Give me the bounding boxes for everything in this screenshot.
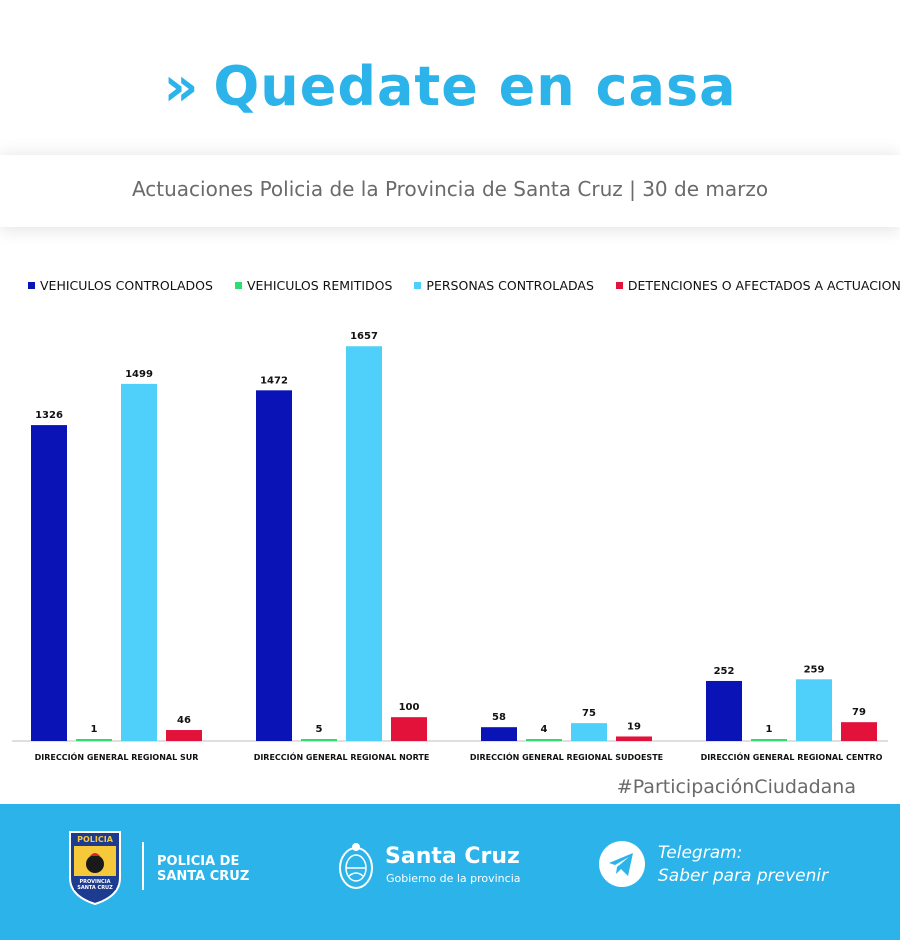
data-label: 100 [399,702,420,713]
bar [76,739,112,741]
legend-item: VEHICULOS CONTROLADOS [28,276,213,294]
police-name-line1: POLICIA DE [157,854,240,869]
telegram-icon[interactable] [599,841,645,887]
bar [166,730,202,741]
category-label: DIRECCIÓN GENERAL REGIONAL CENTRO [701,751,883,762]
legend-swatch [234,281,242,289]
legend-item: VEHICULOS REMITIDOS [234,276,393,294]
category-label: DIRECCIÓN GENERAL REGIONAL SUDOESTE [470,751,663,762]
title-text: Quedate en casa [213,55,737,118]
category-label: DIRECCIÓN GENERAL REGIONAL NORTE [254,751,430,762]
chart-subtitle: Actuaciones Policia de la Provincia de S… [131,177,769,201]
subtitle-band: Actuaciones Policia de la Provincia de S… [0,155,900,227]
data-label: 58 [492,712,506,723]
data-label: 1657 [350,331,378,342]
bar [391,717,427,741]
data-label: 19 [627,721,641,732]
bar [301,739,337,741]
legend-label: VEHICULOS REMITIDOS [246,277,393,293]
legend-label: VEHICULOS CONTROLADOS [40,277,213,293]
chevron-right-icon: » [163,55,200,118]
hero-header: » Quedate en casa [0,0,900,160]
data-label: 79 [852,707,866,718]
data-label: 1 [91,724,98,735]
government-subtitle: Gobierno de la provincia [386,872,521,885]
data-label: 259 [804,664,825,675]
legend-swatch [615,281,623,289]
data-label: 1499 [125,369,153,380]
data-label: 5 [316,724,323,735]
bar [841,722,877,741]
bar [526,739,562,741]
data-label: 1326 [35,410,63,421]
data-label: 1 [766,724,773,735]
logo-top-text: POLICIA [77,835,114,844]
logo-band-text-1: PROVINCIA [80,879,111,885]
legend-label: DETENCIONES O AFECTADOS A ACTUACIONES [627,277,900,293]
bar [751,739,787,741]
telegram-line2: Saber para prevenir [658,866,829,886]
legend-item: PERSONAS CONTROLADAS [414,276,594,294]
police-name-line2: SANTA CRUZ [157,869,250,884]
bar [796,679,832,741]
data-label: 4 [541,724,548,735]
bar-chart: 1326 1 1499 46 DIRECCIÓN GENERAL REGIONAL SU… [12,331,888,762]
data-label: 1472 [260,375,288,386]
footer: POLICIA PROVINCIA SANTA CRUZ POLICIA DE … [0,804,900,940]
bar [346,346,382,741]
legend-swatch [28,281,35,289]
page-title: » Quedate en casa [0,55,900,118]
data-label: 46 [177,715,191,726]
hashtag: #ParticipaciónCiudadana [616,776,856,798]
divider [142,842,144,890]
province-emblem-icon [339,843,373,889]
police-shield-logo: POLICIA PROVINCIA SANTA CRUZ [69,831,121,906]
logo-band-text-2: SANTA CRUZ [77,885,113,891]
bar [481,727,517,741]
data-label: 75 [582,708,596,719]
category-label: DIRECCIÓN GENERAL REGIONAL SUR [35,751,199,762]
telegram-text[interactable]: Telegram: Saber para prevenir [658,842,828,888]
bar [256,390,292,741]
bar [121,383,157,741]
legend-item: DETENCIONES O AFECTADOS A ACTUACIONES [615,276,900,294]
data-label: 252 [714,666,735,677]
bar [706,680,742,741]
legend-swatch [414,281,422,289]
bar [616,736,652,741]
bar [571,723,607,741]
police-name: POLICIA DE SANTA CRUZ [157,854,249,884]
telegram-line1: Telegram: [658,843,743,863]
legend-label: PERSONAS CONTROLADAS [426,277,594,293]
government-name: Santa Cruz [385,844,520,869]
bar [31,425,67,741]
chart-legend: VEHICULOS CONTROLADOS VEHICULOS REMITIDOS… [28,276,900,294]
